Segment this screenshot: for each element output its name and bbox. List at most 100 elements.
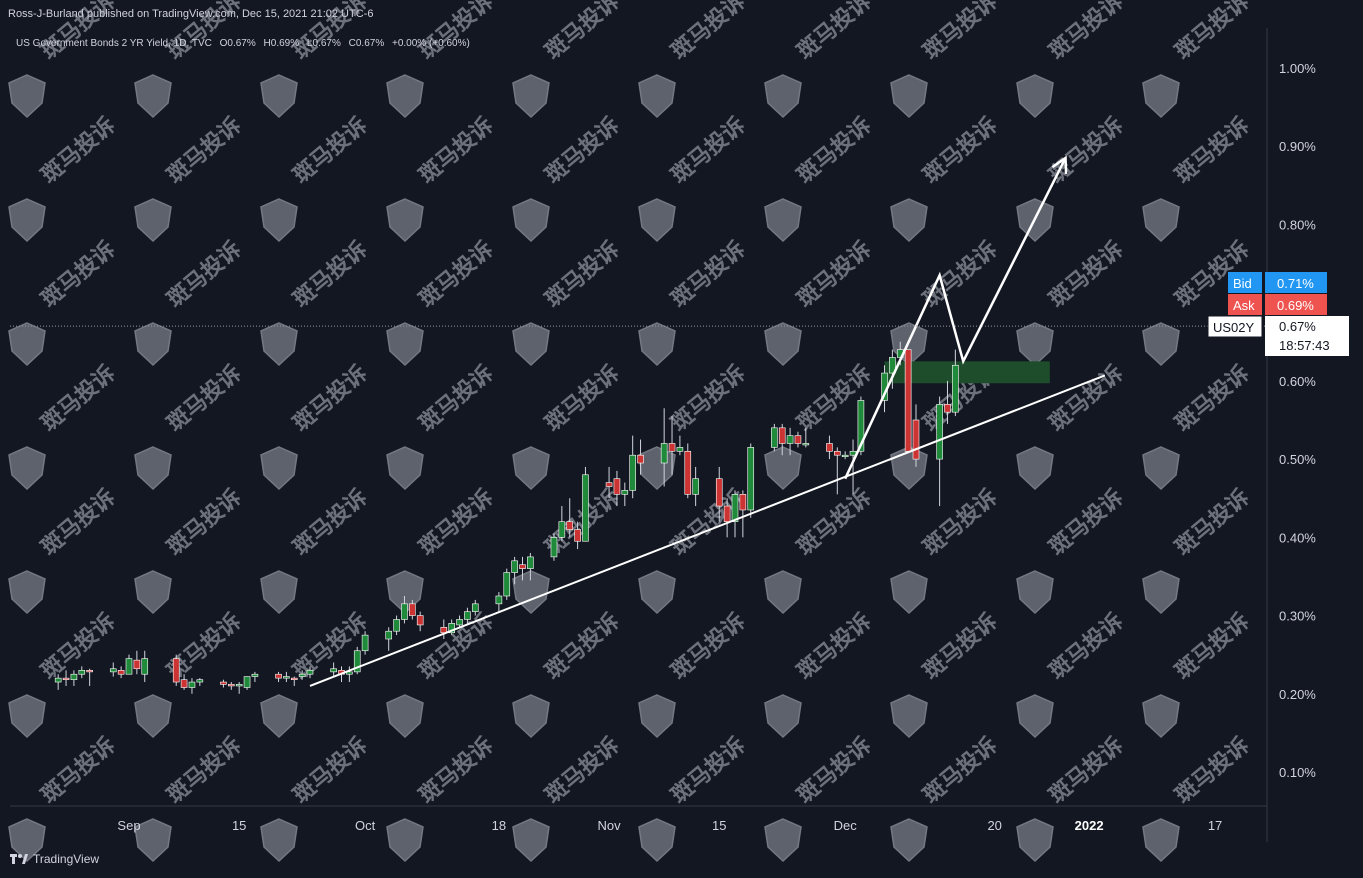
shield-logo-icon	[1142, 446, 1180, 491]
candle-body	[527, 556, 534, 569]
watermark-text: 斑马投诉	[792, 112, 876, 188]
watermark-tile: 斑马投诉	[512, 484, 624, 615]
candle-body	[771, 427, 778, 448]
candle-body	[511, 560, 518, 573]
shield-logo-icon	[764, 694, 802, 739]
shield-logo-icon	[512, 570, 550, 615]
shield-logo-icon	[386, 322, 424, 367]
candle-down	[275, 671, 282, 683]
shield-logo-icon	[1142, 694, 1180, 739]
watermark-tile: 斑马投诉	[512, 732, 624, 863]
shield-logo-icon	[638, 818, 676, 863]
shield-logo-icon	[1016, 818, 1054, 863]
watermark-text: 斑马投诉	[666, 112, 750, 188]
watermark-tile: 斑马投诉	[260, 236, 372, 367]
watermark-tile: 斑马投诉	[8, 484, 120, 615]
shield-logo-icon	[1016, 74, 1054, 119]
watermark-tile: 斑马投诉	[1142, 0, 1254, 119]
watermark-tile: 斑马投诉	[8, 236, 120, 367]
candle-body	[692, 478, 699, 495]
watermark-text: 斑马投诉	[1044, 360, 1128, 436]
candle-body	[275, 673, 282, 679]
watermark-text: 斑马投诉	[666, 732, 750, 808]
candle-down	[605, 466, 613, 499]
shield-logo-icon	[638, 74, 676, 119]
watermark-tile: 斑马投诉	[386, 732, 498, 863]
watermark-tile: 斑马投诉	[764, 112, 876, 243]
watermark-text: 斑马投诉	[1170, 112, 1254, 188]
shield-logo-icon	[1142, 322, 1180, 367]
shield-logo-icon	[764, 570, 802, 615]
candle-up	[196, 678, 204, 686]
watermark-text: 斑马投诉	[540, 112, 624, 188]
shield-logo-icon	[764, 322, 802, 367]
shield-logo-icon	[1016, 322, 1054, 367]
shield-logo-icon	[890, 570, 928, 615]
candle-body	[889, 357, 896, 374]
shield-logo-icon	[1142, 570, 1180, 615]
candle-body	[283, 676, 290, 679]
candle-body	[668, 443, 676, 452]
watermark-tile: 斑马投诉	[512, 0, 624, 119]
candle-up	[936, 396, 943, 507]
shield-logo-icon	[512, 198, 550, 243]
candle-down	[86, 668, 93, 686]
consolidation-zone	[884, 361, 1050, 384]
watermark-text: 斑马投诉	[666, 360, 750, 436]
support-trendline	[309, 374, 1106, 687]
candle-up	[188, 678, 196, 694]
shield-logo-icon	[638, 446, 676, 491]
candle-up	[141, 650, 149, 683]
candle-up	[456, 615, 463, 628]
watermark-text: 斑马投诉	[792, 732, 876, 808]
watermark-text: 斑马投诉	[918, 484, 1002, 560]
x-tick-label: Nov	[598, 818, 622, 833]
candle-up	[747, 443, 755, 518]
watermark-text: 斑马投诉	[162, 112, 246, 188]
candle-body	[826, 443, 833, 452]
watermark-text: 斑马投诉	[1044, 732, 1128, 808]
candle-body	[109, 668, 117, 673]
candle-body	[605, 482, 613, 487]
candle-up	[54, 674, 62, 690]
watermark-text: 斑马投诉	[288, 0, 372, 65]
watermark-tile: 斑马投诉	[8, 360, 120, 491]
candle-down	[739, 490, 747, 538]
watermark-text: 斑马投诉	[288, 236, 372, 312]
candle-body	[62, 677, 70, 680]
time-axis[interactable]: Sep 15 Oct 18 Nov 15 Dec 20 2022 17	[117, 818, 1222, 833]
projection-path	[844, 157, 1067, 480]
candle-body	[385, 630, 393, 640]
watermark-tile: 斑马投诉	[638, 608, 750, 739]
watermark-text: 斑马投诉	[162, 236, 246, 312]
watermark-text: 斑马投诉	[666, 0, 750, 65]
candle-body	[361, 634, 369, 652]
watermark-text: 斑马投诉	[162, 732, 246, 808]
candle-body	[141, 658, 149, 675]
watermark-text: 斑马投诉	[792, 484, 876, 560]
candle-body	[841, 454, 849, 458]
shield-logo-icon	[890, 198, 928, 243]
watermark-tile: 斑马投诉	[134, 608, 246, 739]
candle-body	[401, 603, 408, 620]
watermark-text: 斑马投诉	[918, 608, 1002, 684]
symbol-label: US02Y	[1213, 320, 1255, 335]
ask-value-badge	[1265, 294, 1327, 315]
countdown-value: 18:57:43	[1279, 338, 1330, 353]
legend-symbol: US Government Bonds 2 YR Yield, 1D, TVC	[16, 38, 212, 49]
footer: TradingView	[10, 852, 99, 866]
bid-value-badge	[1265, 272, 1327, 293]
watermark-tile: 斑马投诉	[260, 732, 372, 863]
watermark-text: 斑马投诉	[1044, 0, 1128, 65]
shield-logo-icon	[260, 694, 298, 739]
x-tick-label: 18	[492, 818, 506, 833]
candle-body	[235, 684, 243, 687]
watermark-tile: 斑马投诉	[1142, 360, 1254, 491]
watermark-tile: 斑马投诉	[386, 484, 498, 615]
shield-logo-icon	[1142, 818, 1180, 863]
shield-logo-icon	[1016, 446, 1054, 491]
candle-up	[889, 349, 896, 389]
shield-logo-icon	[260, 198, 298, 243]
price-axis[interactable]: 1.00%0.90%0.80%0.70%0.60%0.50%0.40%0.30%…	[1279, 61, 1316, 780]
